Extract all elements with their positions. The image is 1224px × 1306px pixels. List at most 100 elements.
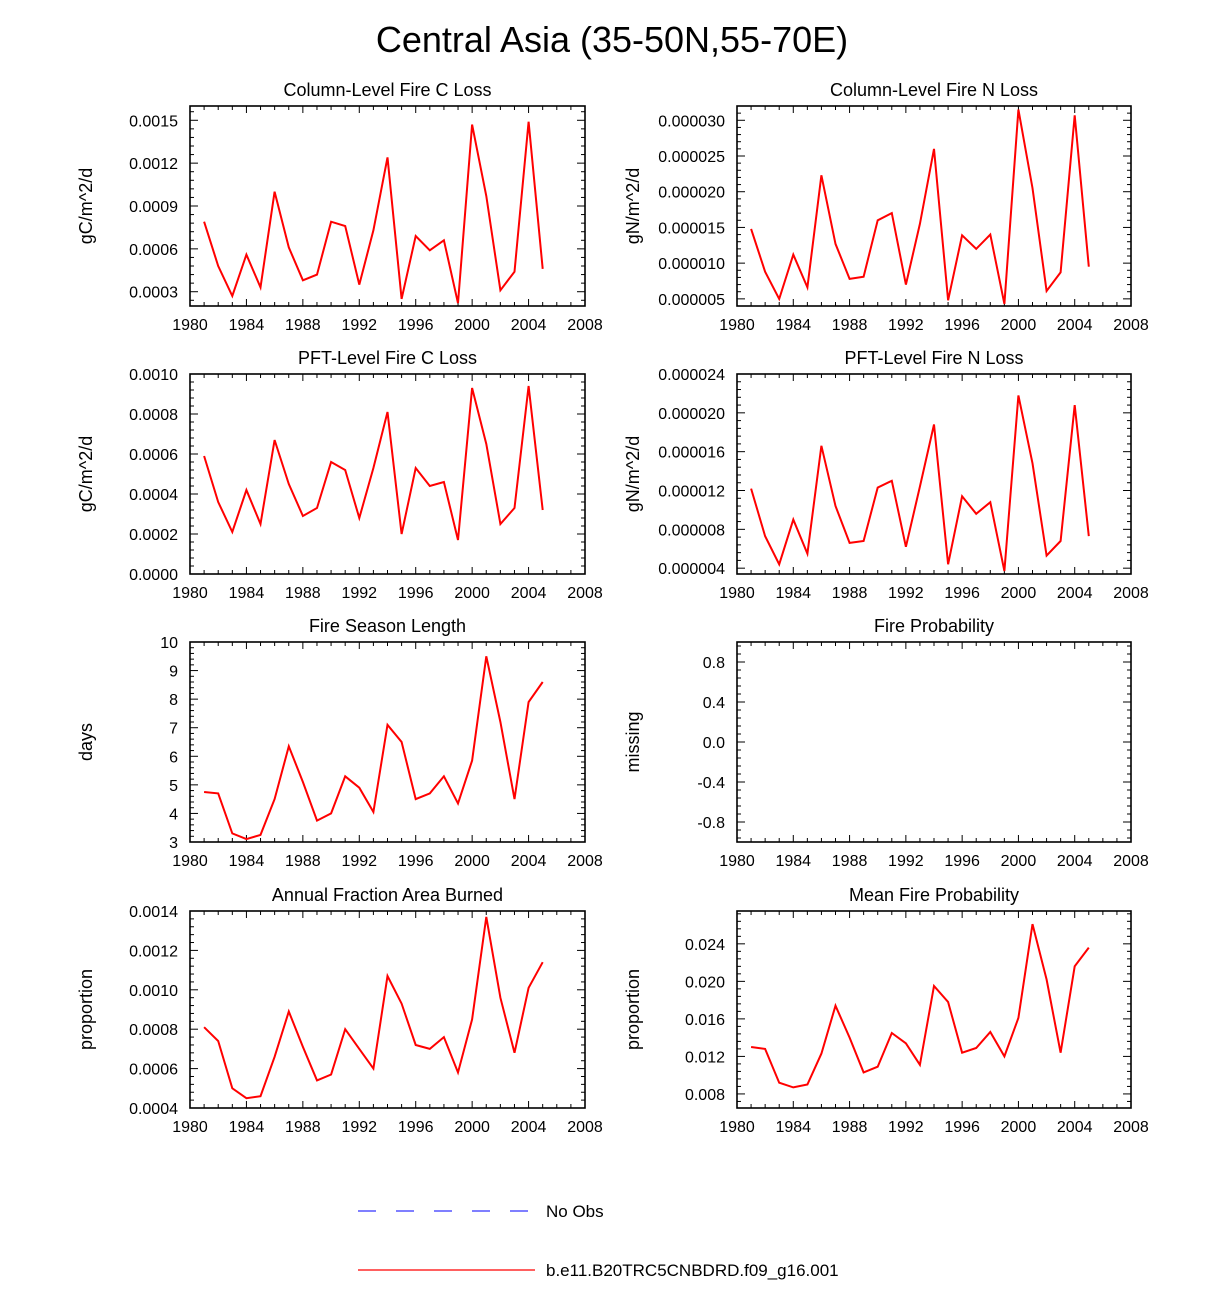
x-tick-label: 1980: [719, 585, 755, 602]
panel-title: Column-Level Fire N Loss: [830, 80, 1038, 100]
y-tick-label: 7: [169, 721, 178, 738]
panel-1: 1980 1984 1988 1992 1996 2000 2004 2008 0.0003 0.…: [76, 80, 603, 334]
x-tick-label: 1984: [229, 585, 265, 602]
x-tick-label: 2004: [511, 585, 547, 602]
y-tick-label: 0.0: [703, 735, 725, 752]
x-tick-label: 1988: [285, 853, 321, 870]
panel-title: Annual Fraction Area Burned: [272, 885, 503, 905]
y-axis-label: proportion: [623, 969, 643, 1050]
y-tick-label: 0.0006: [129, 242, 178, 259]
plot-frame: [189, 105, 586, 307]
series-line-1: [750, 923, 1090, 1089]
x-tick-label: 2008: [1113, 1119, 1149, 1136]
series-line-1: [750, 109, 1090, 305]
plot-frame: [189, 910, 586, 1109]
y-tick-label: 0.000020: [658, 406, 725, 423]
x-tick-label: 1996: [944, 585, 980, 602]
figure-title: Central Asia (35-50N,55-70E): [376, 19, 848, 60]
panel-title: Fire Probability: [874, 616, 994, 636]
y-tick-label: 9: [169, 664, 178, 681]
y-tick-label: 0.4: [703, 695, 725, 712]
x-tick-label: 1996: [944, 317, 980, 334]
y-tick-label: 0.0014: [129, 904, 178, 921]
y-tick-label: 0.0010: [129, 367, 178, 384]
y-axis-label: proportion: [76, 969, 96, 1050]
y-tick-label: 0.000004: [658, 561, 725, 578]
y-tick-label: 0.0009: [129, 199, 178, 216]
plot-frame: [736, 910, 1132, 1109]
y-tick-label: 0.0003: [129, 285, 178, 302]
y-tick-label: 4: [169, 806, 178, 823]
plot-frame: [736, 641, 1132, 843]
panel-title: PFT-Level Fire N Loss: [844, 348, 1023, 368]
y-tick-label: 0.0004: [129, 487, 178, 504]
y-axis-label: gC/m^2/d: [76, 436, 96, 512]
y-tick-label: 0.016: [685, 1012, 725, 1029]
x-tick-label: 1996: [944, 853, 980, 870]
x-tick-label: 2000: [454, 317, 490, 334]
y-tick-label: 6: [169, 749, 178, 766]
x-tick-label: 1988: [832, 1119, 868, 1136]
legend-label-no-obs: No Obs: [546, 1202, 604, 1221]
x-tick-label: 2000: [454, 585, 490, 602]
x-tick-label: 1992: [888, 1119, 924, 1136]
x-tick-label: 1992: [888, 853, 924, 870]
x-tick-label: 1984: [775, 585, 811, 602]
y-tick-label: 10: [160, 635, 178, 652]
x-tick-label: 1984: [775, 1119, 811, 1136]
x-tick-label: 1984: [229, 317, 265, 334]
x-tick-label: 1980: [172, 585, 208, 602]
x-tick-label: 2000: [1001, 585, 1037, 602]
x-tick-label: 2004: [1057, 853, 1093, 870]
x-tick-label: 2000: [454, 1119, 490, 1136]
y-tick-label: 0.020: [685, 974, 725, 991]
x-tick-label: 2004: [511, 853, 547, 870]
x-tick-label: 1988: [285, 585, 321, 602]
x-tick-label: 2004: [511, 1119, 547, 1136]
y-tick-label: 0.000005: [658, 292, 725, 309]
x-tick-label: 1984: [775, 317, 811, 334]
y-tick-label: 0.0004: [129, 1101, 178, 1118]
x-tick-label: 2000: [1001, 1119, 1037, 1136]
x-tick-label: 2008: [1113, 853, 1149, 870]
panel-title: PFT-Level Fire C Loss: [298, 348, 477, 368]
x-tick-label: 1980: [719, 853, 755, 870]
y-tick-label: 0.0015: [129, 113, 178, 130]
y-tick-label: 0.000016: [658, 445, 725, 462]
x-tick-label: 2004: [1057, 1119, 1093, 1136]
x-tick-label: 1984: [775, 853, 811, 870]
y-tick-label: 0.000012: [658, 484, 725, 501]
y-tick-label: 0.0012: [129, 156, 178, 173]
panel-3: 1980 1984 1988 1992 1996 2000 2004 2008 0.0000 0.…: [76, 348, 603, 602]
y-tick-label: 0.0002: [129, 527, 178, 544]
y-tick-label: -0.8: [697, 815, 725, 832]
x-tick-label: 1980: [172, 853, 208, 870]
y-tick-label: 0.0006: [129, 1062, 178, 1079]
x-tick-label: 1992: [341, 1119, 377, 1136]
y-tick-label: 0.000008: [658, 522, 725, 539]
x-tick-label: 2004: [1057, 585, 1093, 602]
y-tick-label: 0.024: [685, 937, 725, 954]
series-line-1: [203, 916, 544, 1100]
panel-2: 1980 1984 1988 1992 1996 2000 2004 2008 0.000005…: [623, 80, 1149, 334]
x-tick-label: 2008: [567, 853, 603, 870]
y-tick-label: 5: [169, 778, 178, 795]
panel-5: 1980 1984 1988 1992 1996 2000 2004 2008 3 4 5 6 7 8 9 1…: [76, 616, 603, 870]
x-tick-label: 2004: [511, 317, 547, 334]
plot-frame: [736, 373, 1132, 575]
x-tick-label: 1980: [172, 317, 208, 334]
y-axis-label: gN/m^2/d: [623, 436, 643, 512]
panel-8: 1980 1984 1988 1992 1996 2000 2004 2008 0.008 0.0…: [623, 885, 1149, 1136]
legend: No Obs b.e11.B20TRC5CNBDRD.f09_g16.001: [358, 1202, 839, 1280]
x-tick-label: 1988: [832, 585, 868, 602]
x-tick-label: 1992: [341, 317, 377, 334]
y-tick-label: 0.0008: [129, 407, 178, 424]
y-tick-label: 0.8: [703, 655, 725, 672]
x-tick-label: 1988: [832, 317, 868, 334]
y-axis-label: gN/m^2/d: [623, 168, 643, 244]
x-tick-label: 2000: [454, 853, 490, 870]
x-tick-label: 1988: [832, 853, 868, 870]
y-tick-label: 0.0000: [129, 567, 178, 584]
